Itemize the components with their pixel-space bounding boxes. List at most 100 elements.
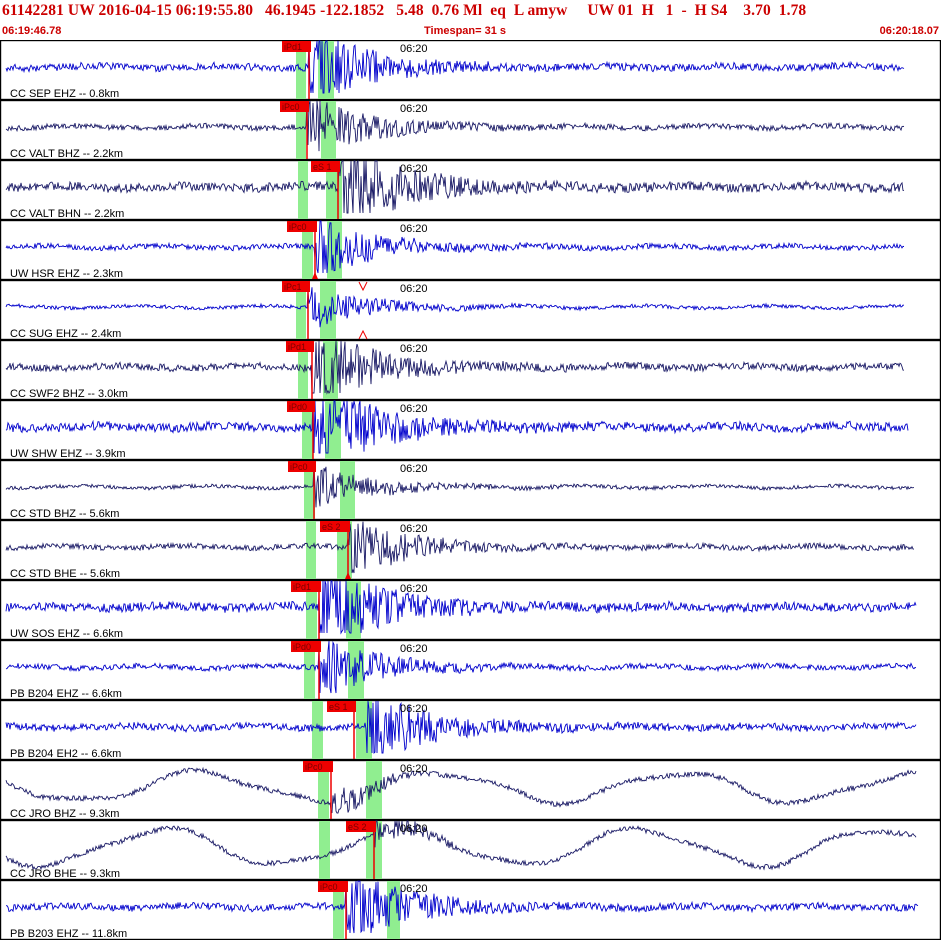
pick-marker-box[interactable] (291, 641, 321, 652)
pick-marker-box[interactable] (282, 41, 311, 52)
time-tick-label: 06:20 (400, 463, 428, 475)
pick-label: iPc0 (290, 462, 308, 472)
pick-label: eS 1 (313, 162, 332, 172)
time-tick-label: 06:20 (400, 523, 428, 535)
station-label: UW HSR EHZ -- 2.3km (10, 268, 123, 280)
time-tick-label: 06:20 (400, 283, 428, 295)
time-tick-label: 06:20 (400, 163, 428, 175)
time-tick-label: 06:20 (400, 583, 428, 595)
station-label: UW SOS EHZ -- 6.6km (10, 628, 123, 640)
time-tick-label: 06:20 (400, 43, 428, 55)
pick-triangle (312, 272, 318, 279)
panel-frame (0, 279, 941, 341)
pick-label: iPc0 (289, 222, 307, 232)
theoretical-marker (358, 329, 368, 340)
start-time: 06:19:46.78 (2, 25, 62, 37)
pick-marker-box[interactable] (320, 521, 350, 532)
pick-label: eS 2 (322, 522, 341, 532)
trace-panel[interactable]: iPc0 06:20 CC JRO BHZ -- 9.3km (0, 759, 941, 821)
trace-panel[interactable]: iPd1 06:20 UW SOS EHZ -- 6.6km (0, 579, 941, 641)
trace-panel[interactable]: iPc0 06:20 UW HSR EHZ -- 2.3km (0, 219, 941, 281)
station-label: CC STD BHE -- 5.6km (10, 568, 120, 580)
trace-panel[interactable]: iPc1 06:20 CC SUG EHZ -- 2.4km (0, 279, 941, 341)
station-label: CC SWF2 BHZ -- 3.0km (10, 388, 128, 400)
pick-marker-box[interactable] (280, 101, 309, 112)
pick-marker-box[interactable] (286, 341, 314, 352)
event-header: 61142281 UW 2016-04-15 06:19:55.80 46.19… (0, 0, 941, 40)
waveform (5, 766, 917, 814)
waveform (5, 464, 915, 508)
time-tick-label: 06:20 (400, 763, 428, 775)
theoretical-marker (358, 281, 368, 292)
time-tick-label: 06:20 (400, 703, 428, 715)
pick-marker-box[interactable] (291, 581, 321, 592)
station-label: CC VALT BHZ -- 2.2km (10, 148, 123, 160)
timespan-label: Timespan= 31 s (424, 25, 507, 37)
pick-window (296, 101, 306, 159)
pick-window (387, 881, 400, 939)
pick-window (323, 341, 338, 399)
pick-window (304, 641, 315, 699)
panel-frame (0, 219, 941, 281)
panel-frame (0, 759, 941, 821)
trace-panel[interactable]: iPc0 06:20 CC VALT BHZ -- 2.2km (0, 99, 941, 161)
pick-window (321, 101, 336, 159)
waveform (5, 159, 905, 214)
waveform (5, 580, 917, 635)
end-time: 06:20:18.07 (879, 25, 939, 37)
time-tick-label: 06:20 (400, 403, 428, 415)
station-label: CC SEP EHZ -- 0.8km (10, 88, 119, 100)
waveform (5, 40, 905, 94)
pick-marker-box[interactable] (311, 161, 340, 172)
seismogram-panels: iPd1 06:20 CC SEP EHZ -- 0.8km iPc0 06:20 CC … (0, 40, 941, 940)
pick-window (304, 461, 315, 519)
waveform (5, 220, 905, 274)
pick-label: iPd1 (293, 582, 311, 592)
waveform (5, 700, 917, 754)
station-label: CC VALT BHN -- 2.2km (10, 208, 124, 220)
pick-marker-box[interactable] (288, 461, 316, 472)
panel-frame (0, 639, 941, 701)
pick-window (325, 401, 341, 459)
panel-frame (0, 699, 941, 761)
pick-window (312, 701, 323, 759)
trace-panel[interactable]: iPc0 06:20 CC STD BHZ -- 5.6km (0, 459, 941, 521)
trace-panel[interactable]: eS 1 06:20 PB B204 EH2 -- 6.6km (0, 699, 941, 761)
station-label: CC STD BHZ -- 5.6km (10, 508, 119, 520)
pick-window (319, 821, 330, 879)
waveform (5, 820, 917, 871)
trace-panel[interactable]: eS 2 06:20 CC JRO BHE -- 9.3km (0, 819, 941, 881)
waveform (5, 100, 905, 152)
trace-panel[interactable]: iPd0 06:20 PB B204 EHZ -- 6.6km (0, 639, 941, 701)
pick-marker-box[interactable] (303, 761, 333, 772)
pick-window (298, 161, 308, 219)
waveform (5, 400, 909, 454)
pick-window (296, 281, 306, 339)
station-label: CC JRO BHZ -- 9.3km (10, 808, 119, 820)
panel-frame (0, 819, 941, 881)
trace-panel[interactable]: iPc0 06:20 PB B203 EHZ -- 11.8km (0, 879, 941, 940)
pick-marker-box[interactable] (287, 401, 315, 412)
pick-marker-box[interactable] (318, 881, 348, 892)
trace-panel[interactable]: iPd0 06:20 UW SHW EHZ -- 3.9km (0, 399, 941, 461)
pick-label: iPc0 (305, 762, 323, 772)
pick-label: iPd1 (284, 42, 302, 52)
time-tick-label: 06:20 (400, 343, 428, 355)
pick-marker-box[interactable] (346, 821, 376, 832)
trace-panel[interactable]: iPd1 06:20 CC SWF2 BHZ -- 3.0km (0, 339, 941, 401)
time-tick-label: 06:20 (400, 883, 428, 895)
pick-marker-box[interactable] (287, 221, 317, 232)
pick-window (333, 881, 344, 939)
station-label: CC JRO BHE -- 9.3km (10, 868, 120, 880)
pick-label: eS 2 (348, 822, 367, 832)
pick-marker-box[interactable] (327, 701, 356, 712)
trace-panel[interactable]: iPd1 06:20 CC SEP EHZ -- 0.8km (0, 40, 941, 101)
waveform (6, 880, 919, 934)
time-tick-label: 06:20 (400, 823, 428, 835)
waveform (5, 340, 905, 395)
pick-marker-box[interactable] (282, 281, 310, 292)
pick-window (302, 221, 313, 279)
pick-label: iPd1 (288, 342, 306, 352)
trace-panel[interactable]: eS 1 06:20 CC VALT BHN -- 2.2km (0, 159, 941, 221)
trace-panel[interactable]: eS 2 06:20 CC STD BHE -- 5.6km (0, 519, 941, 581)
